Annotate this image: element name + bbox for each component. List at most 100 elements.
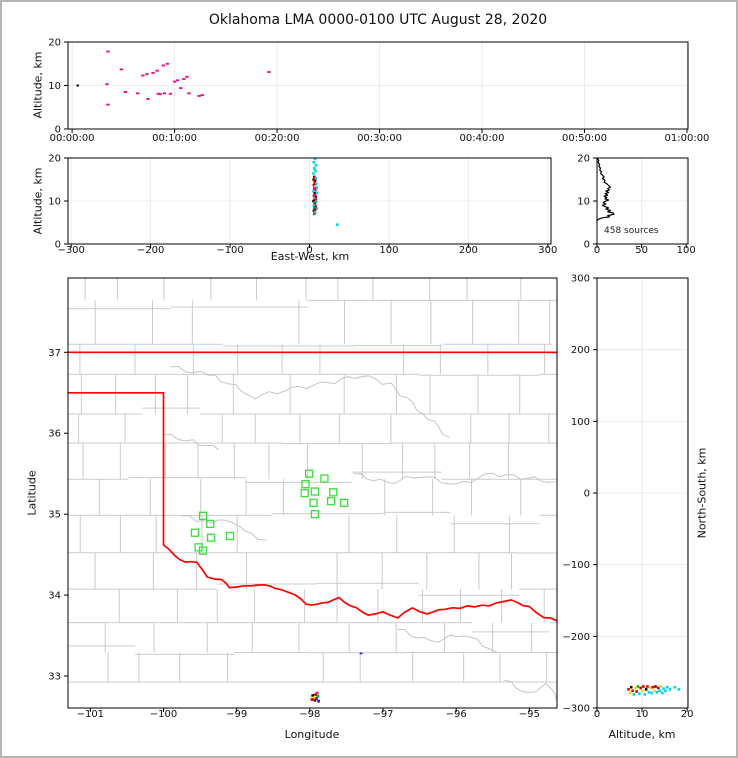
source-count-annotation: 458 sources	[604, 226, 659, 236]
station-square-marker	[310, 487, 320, 496]
county-boundaries	[68, 278, 557, 683]
y-tick-label: 0	[55, 240, 61, 251]
station-square-marker	[309, 498, 318, 507]
x-tick-label: −100	[150, 709, 177, 720]
ns-altitude-panel: 0 10 20 300 200 100 0 −100 −200 −300	[563, 274, 694, 721]
y-tick-label: 10	[577, 197, 590, 208]
x-tick-label: −96	[446, 709, 467, 720]
station-square-marker	[225, 531, 235, 541]
x-tick-label: 00:10:00	[152, 133, 197, 144]
ns-panel-xlabel: Altitude, km	[608, 728, 676, 741]
rivers	[163, 365, 557, 701]
x-axis: 0 50 100	[594, 244, 696, 256]
x-axis: 0 10 20	[594, 708, 694, 720]
y-tick-label: 300	[571, 274, 590, 285]
y-tick-label: −200	[563, 632, 590, 643]
x-tick-label: 200	[459, 245, 478, 256]
x-tick-label: 50	[635, 245, 648, 256]
x-tick-label: −98	[299, 709, 320, 720]
station-square-marker	[304, 469, 314, 478]
y-axis: 300 200 100 0 −100 −200 −300	[563, 274, 597, 715]
x-tick-label: 01:00:00	[665, 133, 710, 144]
station-square-marker	[329, 488, 338, 497]
station-square-marker	[301, 480, 310, 489]
scatter-points	[627, 685, 681, 696]
figure-title: Oklahoma LMA 0000-0100 UTC August 28, 20…	[208, 12, 548, 28]
scatter-points	[310, 691, 321, 703]
y-tick-label: 35	[48, 510, 61, 521]
time-panel-ylabel: Altitude, km	[31, 51, 45, 119]
station-square-marker	[340, 498, 349, 507]
y-tick-label: 36	[48, 429, 61, 440]
y-tick-label: 10	[48, 197, 61, 208]
y-tick-label: −300	[563, 704, 590, 715]
x-tick-label: 0	[594, 245, 600, 256]
y-tick-label: 34	[48, 591, 61, 602]
x-tick-label: 300	[538, 245, 557, 256]
station-square-marker	[326, 497, 336, 506]
x-tick-label: 10	[636, 709, 649, 720]
y-tick-label: 0	[55, 125, 61, 136]
x-tick-label: 00:30:00	[357, 133, 402, 144]
x-tick-label: 0	[594, 709, 600, 720]
x-axis: −300 −200 −100 0 100 200 300	[57, 244, 557, 256]
x-tick-label: 20	[681, 709, 694, 720]
x-tick-label: 00:50:00	[562, 133, 607, 144]
y-axis: 33 34 35 36 37	[48, 348, 68, 683]
station-square-marker	[300, 488, 309, 498]
y-tick-label: 10	[48, 81, 61, 92]
map-xlabel: Longitude	[284, 728, 340, 741]
ns-panel-ylabel: North-South, km	[695, 447, 709, 539]
scatter-points	[105, 50, 271, 106]
y-tick-label: 0	[584, 240, 590, 251]
y-tick-label: 20	[577, 154, 590, 165]
map-ylabel: Latitude	[25, 470, 39, 516]
station-square-marker	[190, 528, 200, 537]
station-square-marker	[198, 511, 208, 520]
time-altitude-panel: 00:00:00 00:10:00 00:20:00 00:30:00 00:40:00…	[48, 38, 709, 145]
x-tick-label: −200	[137, 245, 164, 256]
y-tick-label: 37	[48, 348, 61, 359]
y-tick-label: 20	[48, 38, 61, 49]
x-tick-label: −300	[57, 245, 84, 256]
y-tick-label: 200	[571, 345, 590, 356]
y-tick-label: 0	[584, 489, 590, 500]
x-tick-label: −100	[216, 245, 243, 256]
y-axis: 0 10 20	[577, 154, 597, 251]
x-tick-label: 00:00:00	[50, 133, 95, 144]
x-tick-label: 0	[306, 245, 312, 256]
x-tick-label: 00:20:00	[255, 133, 300, 144]
ew-panel-ylabel: Altitude, km	[31, 167, 45, 235]
station-square-marker	[320, 474, 329, 483]
ew-altitude-panel: −300 −200 −100 0 100 200 300 0 10 20	[48, 154, 557, 257]
scatter-points	[359, 652, 363, 655]
station-square-marker	[310, 510, 320, 519]
scatter-points	[312, 157, 339, 226]
x-axis: 00:00:00 00:10:00 00:20:00 00:30:00 00:40:00…	[50, 129, 710, 144]
station-square-marker	[206, 519, 215, 529]
y-tick-label: −100	[563, 560, 590, 571]
x-tick-label: −101	[77, 709, 104, 720]
panel-frame	[67, 277, 558, 709]
altitude-histogram-panel: 0 50 100 0 10 20	[577, 154, 695, 257]
state-border	[68, 351, 557, 622]
station-square-marker	[198, 546, 208, 555]
ew-panel-xlabel: East-West, km	[270, 250, 350, 263]
x-tick-label: 100	[677, 245, 696, 256]
x-tick-label: 00:40:00	[460, 133, 505, 144]
x-tick-label: −95	[519, 709, 540, 720]
scatter-points	[76, 84, 80, 87]
x-tick-label: −97	[372, 709, 393, 720]
y-tick-label: 33	[48, 672, 61, 683]
x-tick-label: −99	[226, 709, 247, 720]
y-tick-label: 100	[571, 417, 590, 428]
station-markers	[190, 469, 349, 555]
map-panel: −101 −100 −99 −98 −97 −96 −95 33 34 35 36 37	[48, 277, 558, 720]
x-tick-label: 100	[379, 245, 398, 256]
y-tick-label: 20	[48, 154, 61, 165]
x-axis: −101 −100 −99 −98 −97 −96 −95	[77, 708, 540, 720]
y-axis: 0 10 20	[48, 38, 68, 136]
